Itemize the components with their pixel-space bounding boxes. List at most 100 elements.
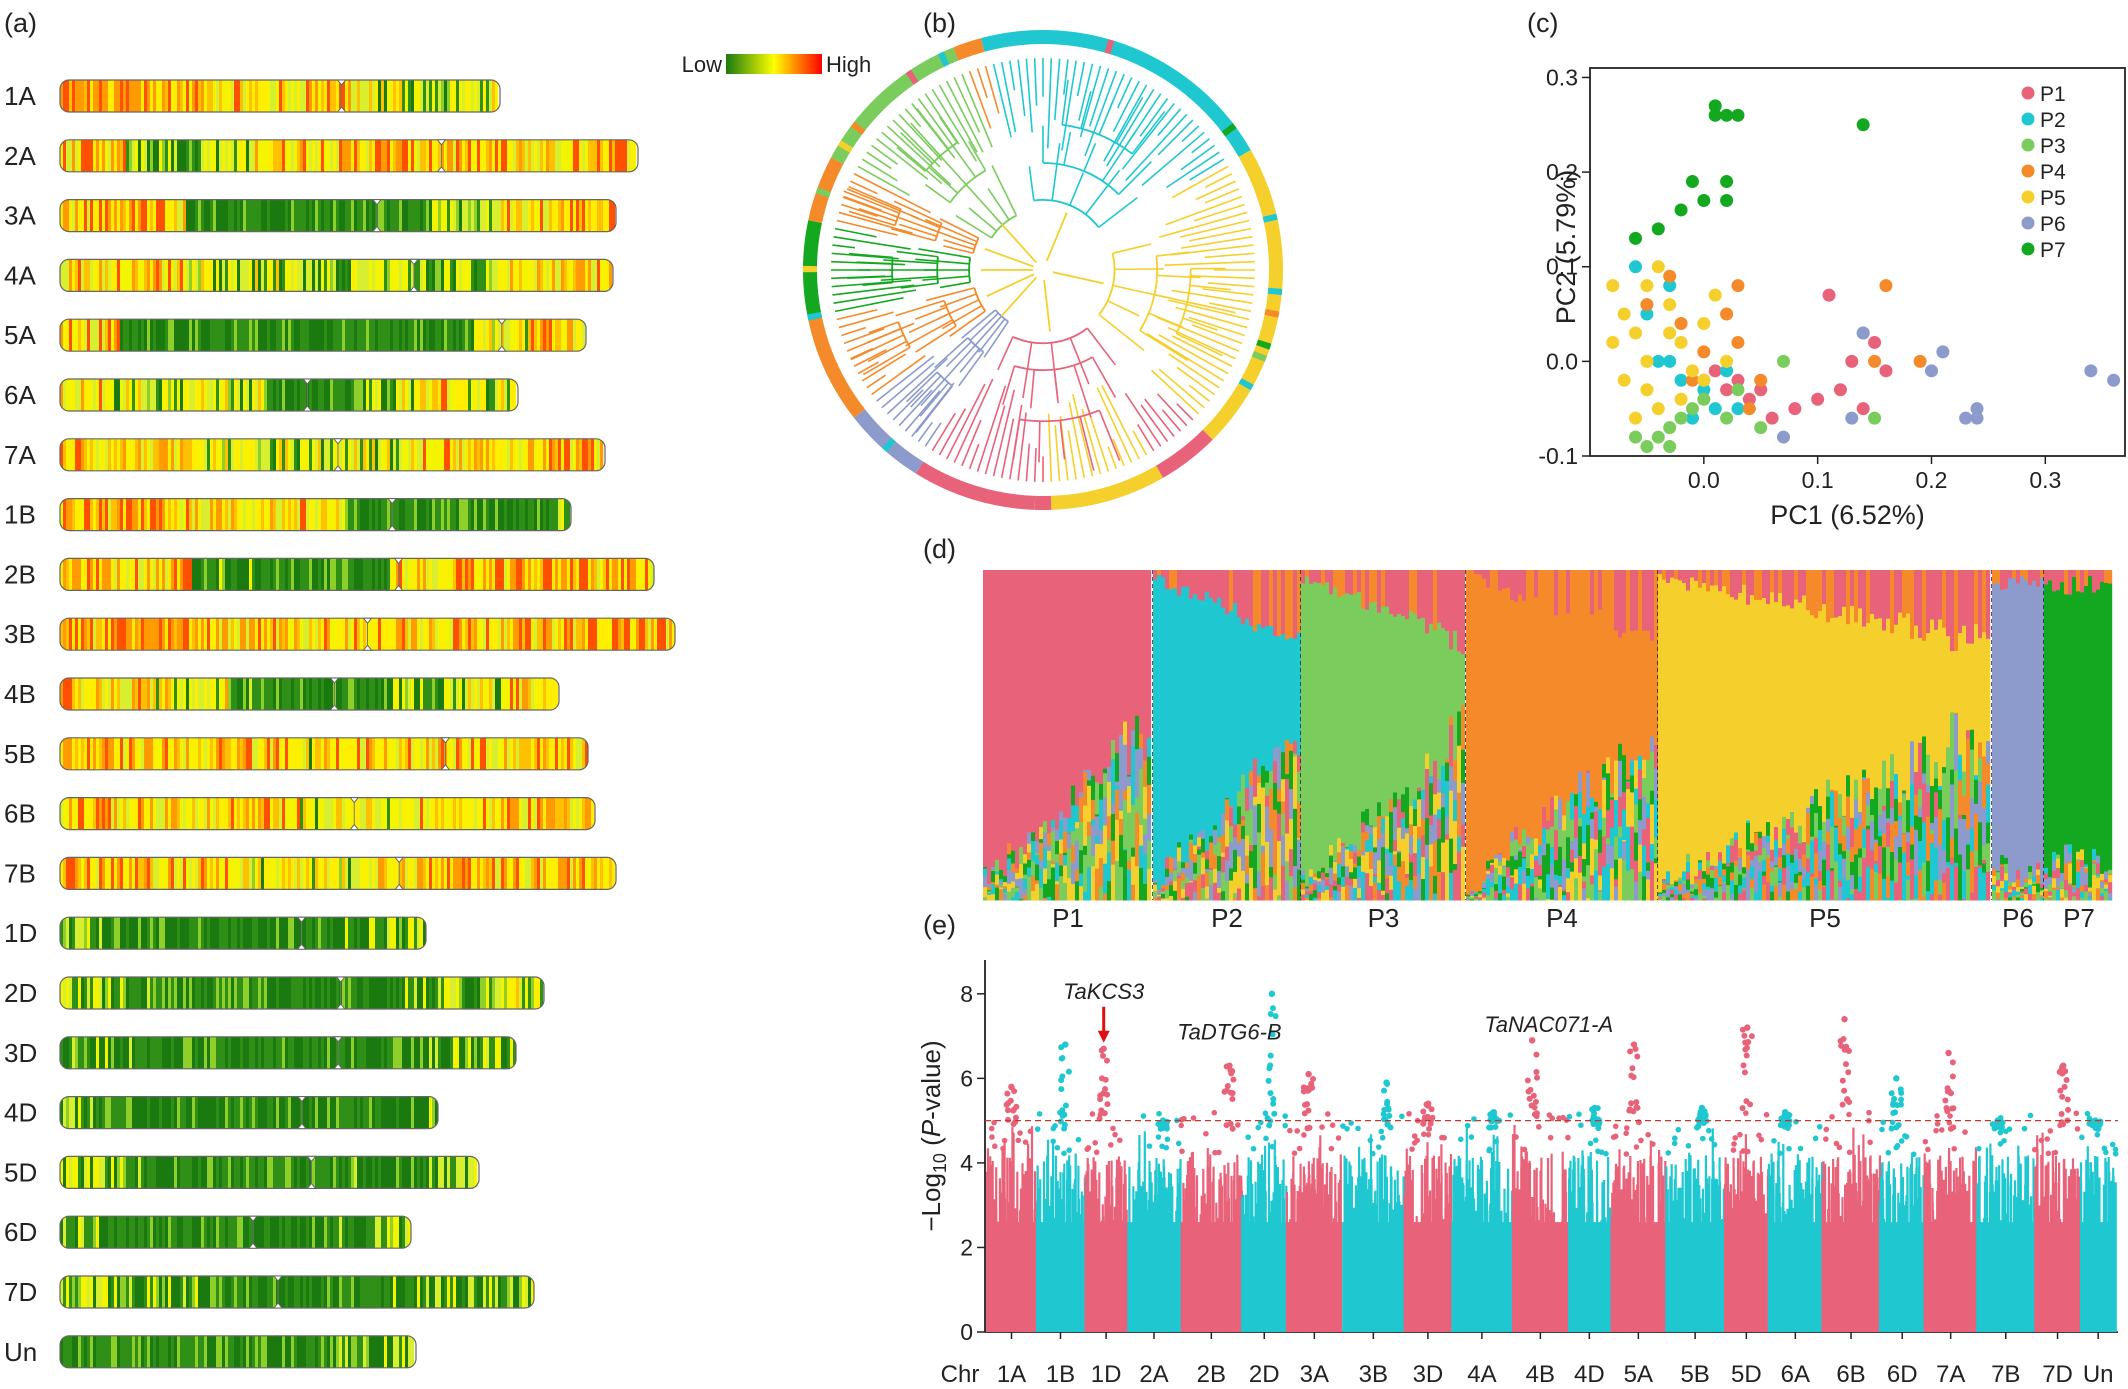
structure-bar-segment (1986, 740, 1991, 764)
structure-bar-segment (1838, 886, 1843, 901)
structure-bar-segment (1746, 570, 1751, 605)
structure-bar-segment (1047, 850, 1052, 861)
tree-tip-branch (1209, 302, 1252, 313)
structure-bar-segment (991, 584, 996, 867)
structure-bar-segment (1305, 886, 1310, 889)
structure-bar-segment (1850, 570, 1855, 606)
structure-bar-segment (1265, 770, 1270, 783)
structure-bar-segment (1510, 855, 1515, 876)
structure-bar-segment (1734, 884, 1739, 901)
structure-bar-segment (1027, 570, 1032, 600)
structure-bar-segment (1027, 859, 1032, 868)
structure-bar-segment (1071, 830, 1076, 845)
manhattan-x-tick-label: 6B (1836, 1361, 1865, 1388)
structure-bar-segment (1558, 846, 1563, 876)
structure-bar-segment (1213, 868, 1218, 883)
tree-internal-branch (915, 385, 954, 433)
pca-point-p5 (1674, 392, 1688, 406)
structure-bar-segment (1802, 594, 1807, 843)
manhattan-point (1335, 1135, 1342, 1141)
structure-bar-segment (1019, 863, 1024, 879)
tree-tip-branch (1151, 369, 1200, 415)
manhattan-y-tick-label: 2 (960, 1234, 973, 1260)
manhattan-point (1867, 1139, 1873, 1146)
structure-bar-segment (1075, 610, 1080, 806)
tree-tip-branch (1017, 59, 1026, 117)
structure-bar-segment (1087, 769, 1092, 781)
structure-bar-segment (1966, 842, 1971, 845)
structure-bar-segment (1417, 570, 1422, 619)
tree-tip-branch (871, 354, 926, 396)
structure-bar-segment (1309, 876, 1314, 878)
manhattan-x-tick-label: 4D (1574, 1361, 1605, 1388)
structure-bar-segment (1694, 894, 1699, 898)
structure-bar-segment (1958, 754, 1963, 781)
structure-bar-segment (1738, 892, 1743, 901)
structure-bar-segment (1161, 570, 1166, 578)
structure-bar-segment (1782, 816, 1787, 829)
structure-bar-segment (1886, 875, 1891, 899)
tree-internal-branch (959, 348, 980, 373)
structure-bar-segment (1059, 875, 1064, 901)
structure-bar-segment (1229, 867, 1234, 881)
pca-point-p1 (1731, 373, 1745, 387)
structure-bar-segment (1123, 849, 1128, 901)
structure-bar-segment (983, 866, 988, 869)
manhattan-point (1696, 1119, 1703, 1126)
tree-ring-segment (808, 316, 865, 418)
structure-bar-segment (1461, 782, 1466, 825)
manhattan-point (1628, 1072, 1635, 1079)
structure-bar-segment (1778, 896, 1783, 901)
structure-bar-segment (1111, 758, 1116, 804)
tree-tip-branch (961, 419, 982, 467)
structure-bar-segment (1115, 781, 1120, 786)
structure-bar-segment (1474, 898, 1479, 901)
structure-bar-segment (2064, 897, 2069, 901)
structure-bar-segment (1119, 866, 1124, 901)
manhattan-point (1591, 1110, 1598, 1117)
structure-bar-segment (1095, 835, 1100, 844)
structure-bar-segment (1353, 863, 1358, 868)
manhattan-point (1671, 1135, 1678, 1142)
structure-bar-segment (1453, 759, 1458, 781)
structure-bar-segment (1782, 570, 1787, 607)
structure-bar-segment (2052, 887, 2057, 891)
structure-bar-segment (1123, 646, 1128, 722)
manhattan-point (2027, 1112, 2034, 1119)
structure-bar-segment (1405, 873, 1410, 878)
manhattan-point (1017, 1130, 1023, 1136)
tree-tip-branch (1158, 211, 1248, 239)
structure-bar-segment (1103, 796, 1108, 826)
manhattan-point (2058, 1111, 2065, 1118)
chromosome-7b: 7B (4, 856, 617, 891)
structure-bar-segment (1441, 765, 1446, 794)
structure-bar-segment (1309, 890, 1314, 895)
structure-bar-segment (1165, 588, 1170, 858)
structure-bar-segment (1962, 771, 1967, 796)
manhattan-point (2094, 1131, 2101, 1138)
structure-bar-segment (1297, 839, 1302, 870)
pca-point-p1 (1856, 402, 1870, 416)
structure-bar-segment (1361, 821, 1366, 833)
structure-bar-segment (1966, 738, 1971, 830)
tree-internal-branch (867, 340, 908, 363)
manhattan-point (1370, 1150, 1376, 1157)
structure-bar-segment (2076, 887, 2081, 901)
structure-bar-segment (1027, 831, 1032, 844)
structure-bar-segment (1914, 570, 1919, 626)
manhattan-chromosome-base (1568, 1222, 1611, 1332)
pca-point-p6 (2107, 373, 2121, 387)
structure-bar-segment (1143, 833, 1148, 855)
structure-bar-segment (1091, 855, 1096, 867)
structure-bar-segment (1886, 618, 1891, 789)
structure-bar-segment (1898, 846, 1903, 863)
structure-bar-segment (1055, 880, 1060, 885)
structure-bar-segment (1119, 810, 1124, 820)
structure-bar-segment (1766, 570, 1771, 605)
pca-point-p3 (1731, 383, 1745, 397)
structure-bar-segment (1842, 858, 1847, 879)
structure-bar-segment (1738, 874, 1743, 886)
structure-bar-segment (1758, 831, 1763, 839)
structure-bar-segment (1522, 857, 1527, 871)
structure-bar-segment (1486, 894, 1491, 901)
